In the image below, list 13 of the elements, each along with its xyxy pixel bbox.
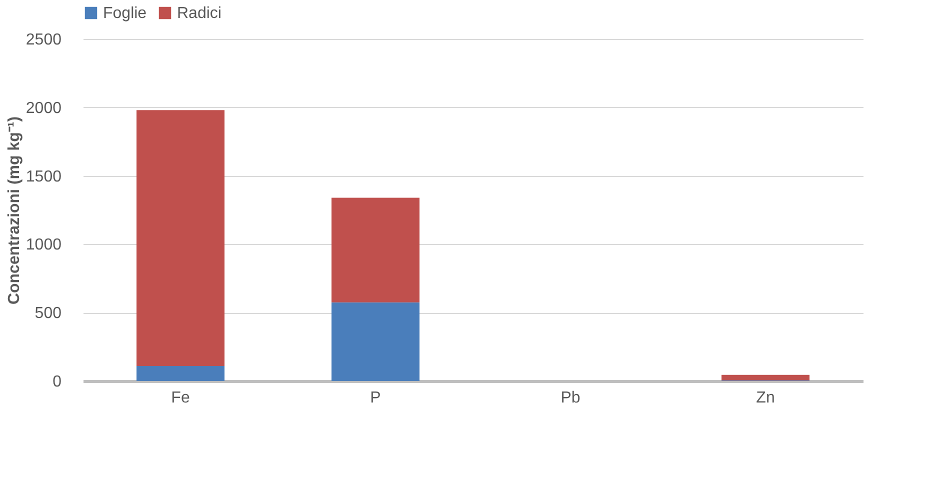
x-tick-label: P bbox=[370, 390, 381, 406]
x-tick-label: Fe bbox=[171, 390, 190, 406]
y-tick-label: 1500 bbox=[26, 168, 62, 186]
y-tick-label: 0 bbox=[52, 374, 62, 390]
legend-label: Foglie bbox=[103, 5, 147, 22]
y-tick-label: 1000 bbox=[26, 236, 62, 254]
y-tick-label: 500 bbox=[34, 305, 62, 322]
x-tick-label: Pb bbox=[560, 390, 580, 406]
y-tick-label: 2000 bbox=[26, 100, 62, 117]
x-tick-label: Zn bbox=[756, 390, 775, 406]
y-tick-label: 2500 bbox=[26, 32, 62, 48]
legend-label: Radici bbox=[177, 5, 222, 22]
y-axis-title: Concentrazioni (mg kg⁻¹) bbox=[6, 116, 23, 305]
